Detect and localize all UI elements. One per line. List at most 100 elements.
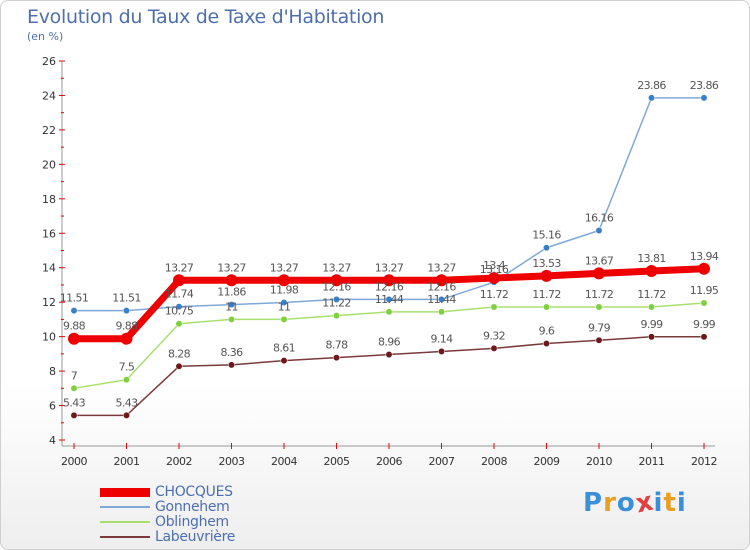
data-label-labeuvri-re: 9.99 bbox=[640, 318, 663, 331]
data-point-gonnehem bbox=[648, 94, 655, 102]
y-tick-label: 26 bbox=[42, 55, 56, 68]
x-tick-label: 2009 bbox=[534, 455, 560, 468]
data-label-labeuvri-re: 9.14 bbox=[430, 332, 453, 345]
chart-legend: CHOCQUES Gonnehem Oblinghem Labeuvrière bbox=[100, 484, 300, 545]
legend-swatch bbox=[100, 487, 150, 497]
legend-swatch bbox=[100, 521, 150, 523]
data-point-oblinghem bbox=[490, 303, 498, 311]
data-label-chocques: 13.81 bbox=[637, 252, 666, 265]
data-label-chocques: 13.27 bbox=[375, 261, 404, 274]
logo-letter: t bbox=[663, 488, 677, 518]
x-tick-label: 2004 bbox=[271, 455, 297, 468]
data-point-chocques bbox=[435, 274, 448, 287]
x-tick-label: 2000 bbox=[61, 455, 87, 468]
data-point-gonnehem bbox=[385, 295, 393, 303]
data-label-oblinghem: 10.75 bbox=[165, 305, 194, 318]
y-tick-label: 6 bbox=[49, 400, 56, 413]
data-label-oblinghem: 11.22 bbox=[322, 297, 351, 310]
data-point-oblinghem bbox=[438, 308, 445, 316]
data-label-chocques: 13.53 bbox=[532, 257, 561, 270]
data-label-oblinghem: 11.95 bbox=[690, 284, 719, 297]
data-point-labeuvri-re bbox=[700, 333, 708, 341]
data-point-labeuvri-re bbox=[123, 411, 130, 419]
y-tick-label: 4 bbox=[49, 434, 56, 447]
data-label-chocques: 13.4 bbox=[483, 259, 506, 272]
data-point-chocques bbox=[593, 267, 605, 280]
data-label-gonnehem: 11.74 bbox=[165, 288, 194, 301]
data-label-chocques: 9.88 bbox=[63, 320, 86, 333]
x-tick-label: 2001 bbox=[114, 455, 140, 468]
data-point-labeuvri-re bbox=[333, 354, 340, 362]
data-point-chocques bbox=[68, 332, 80, 345]
data-label-gonnehem: 11.51 bbox=[60, 292, 89, 305]
data-label-oblinghem: 11.72 bbox=[532, 288, 561, 301]
y-tick-label: 20 bbox=[42, 158, 56, 171]
data-label-gonnehem: 12.16 bbox=[322, 280, 351, 293]
data-label-gonnehem: 11.51 bbox=[112, 292, 141, 305]
data-label-oblinghem: 11.72 bbox=[585, 288, 614, 301]
logo-letter: i bbox=[653, 488, 664, 518]
data-point-labeuvri-re bbox=[70, 411, 78, 419]
data-label-oblinghem: 11.72 bbox=[637, 288, 666, 301]
data-point-gonnehem bbox=[280, 299, 288, 306]
data-label-gonnehem: 15.16 bbox=[532, 229, 561, 242]
logo-letter: i bbox=[676, 488, 687, 518]
data-point-labeuvri-re bbox=[595, 336, 603, 344]
y-tick-label: 12 bbox=[42, 296, 56, 309]
data-label-oblinghem: 11.44 bbox=[427, 293, 456, 306]
data-point-labeuvri-re bbox=[648, 333, 655, 341]
legend-label: Labeuvrière bbox=[155, 529, 236, 545]
legend-label: CHOCQUES bbox=[155, 484, 233, 500]
legend-item-oblinghem: Oblinghem bbox=[100, 514, 300, 530]
data-label-labeuvri-re: 8.78 bbox=[325, 339, 348, 352]
data-label-gonnehem: 11.98 bbox=[270, 284, 299, 297]
y-tick-label: 22 bbox=[42, 124, 56, 137]
data-label-chocques: 13.27 bbox=[322, 261, 351, 274]
data-point-gonnehem bbox=[595, 227, 603, 234]
chart-subtitle: (en %) bbox=[27, 30, 64, 43]
data-point-chocques bbox=[278, 274, 290, 287]
data-label-labeuvri-re: 9.6 bbox=[539, 325, 555, 338]
data-label-gonnehem: 13.16 bbox=[480, 263, 509, 276]
data-point-labeuvri-re bbox=[228, 361, 235, 369]
data-label-chocques: 13.27 bbox=[217, 261, 246, 274]
data-point-oblinghem bbox=[648, 303, 655, 311]
x-tick-label: 2002 bbox=[166, 455, 192, 468]
x-tick-label: 2003 bbox=[219, 455, 245, 468]
data-label-labeuvri-re: 9.99 bbox=[693, 318, 716, 331]
data-point-labeuvri-re bbox=[280, 357, 288, 365]
data-label-gonnehem: 23.86 bbox=[690, 79, 719, 92]
data-label-chocques: 13.27 bbox=[165, 261, 194, 274]
data-label-chocques: 13.94 bbox=[690, 250, 719, 263]
data-point-labeuvri-re bbox=[490, 344, 498, 352]
data-label-labeuvri-re: 8.28 bbox=[168, 347, 191, 360]
data-label-gonnehem: 11.86 bbox=[217, 286, 246, 299]
legend-label: Gonnehem bbox=[155, 499, 230, 515]
data-point-gonnehem bbox=[543, 244, 550, 252]
data-label-oblinghem: 11.44 bbox=[375, 293, 404, 306]
logo-letter: r bbox=[603, 488, 617, 518]
data-label-oblinghem: 7.5 bbox=[119, 361, 135, 374]
data-label-oblinghem: 11 bbox=[225, 300, 238, 313]
data-point-chocques bbox=[383, 274, 395, 287]
x-tick-label: 2008 bbox=[481, 455, 507, 468]
logo-letter: P bbox=[583, 488, 604, 518]
data-label-labeuvri-re: 8.61 bbox=[273, 342, 295, 355]
data-point-chocques bbox=[645, 265, 658, 278]
data-label-labeuvri-re: 9.32 bbox=[483, 329, 505, 342]
x-tick-label: 2006 bbox=[376, 455, 402, 468]
data-point-gonnehem bbox=[228, 301, 235, 309]
y-tick-label: 16 bbox=[42, 227, 56, 240]
data-point-labeuvri-re bbox=[175, 362, 183, 370]
chart-title: Evolution du Taux de Taxe d'Habitation bbox=[27, 6, 385, 28]
data-label-labeuvri-re: 8.36 bbox=[220, 346, 243, 359]
data-point-gonnehem bbox=[123, 307, 130, 315]
data-label-chocques: 13.27 bbox=[427, 261, 456, 274]
y-tick-label: 8 bbox=[49, 365, 56, 378]
y-tick-label: 10 bbox=[42, 331, 56, 344]
data-point-chocques bbox=[330, 274, 343, 287]
data-label-gonnehem: 12.16 bbox=[375, 280, 404, 293]
legend-swatch bbox=[100, 506, 150, 508]
y-tick-label: 18 bbox=[42, 193, 56, 206]
data-point-labeuvri-re bbox=[543, 340, 550, 347]
